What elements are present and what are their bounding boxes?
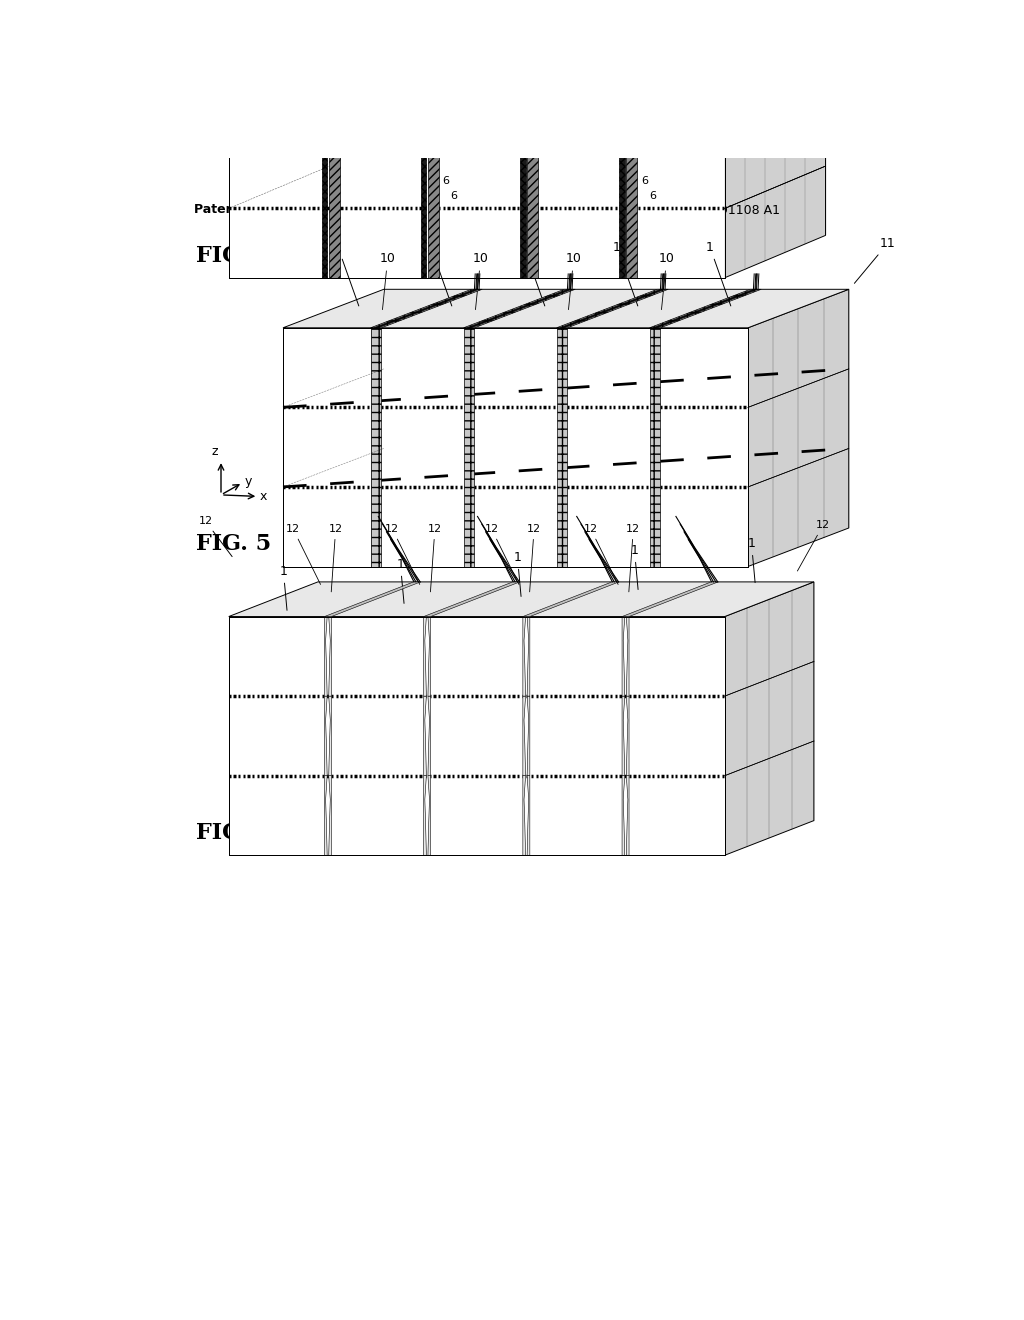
Polygon shape: [371, 327, 381, 566]
Polygon shape: [622, 776, 625, 855]
Text: y: y: [245, 475, 252, 488]
Polygon shape: [329, 616, 332, 696]
Text: 12: 12: [584, 524, 618, 585]
Text: z: z: [211, 445, 218, 458]
Polygon shape: [627, 776, 629, 855]
Polygon shape: [557, 327, 567, 566]
Polygon shape: [520, 28, 627, 70]
Polygon shape: [329, 70, 340, 277]
Text: 1: 1: [748, 537, 756, 582]
Polygon shape: [464, 289, 575, 327]
Text: US 2010/0191108 A1: US 2010/0191108 A1: [647, 203, 780, 216]
Text: 10: 10: [473, 252, 488, 310]
Polygon shape: [627, 616, 629, 696]
Polygon shape: [325, 616, 328, 696]
Text: Patent Application Publication: Patent Application Publication: [194, 203, 407, 216]
Polygon shape: [622, 616, 625, 696]
Text: Jul. 29, 2010  Sheet 2 of 6: Jul. 29, 2010 Sheet 2 of 6: [411, 203, 573, 216]
Text: 11: 11: [854, 238, 896, 284]
Polygon shape: [627, 696, 629, 776]
Text: 12: 12: [199, 516, 232, 557]
Polygon shape: [424, 776, 426, 855]
Polygon shape: [527, 696, 529, 776]
Polygon shape: [620, 70, 625, 277]
Polygon shape: [464, 327, 474, 566]
Polygon shape: [527, 70, 538, 277]
Polygon shape: [228, 70, 725, 277]
Polygon shape: [228, 28, 825, 70]
Polygon shape: [283, 327, 748, 566]
Polygon shape: [424, 582, 520, 616]
Text: 12: 12: [329, 524, 343, 591]
Text: 10: 10: [658, 252, 675, 310]
Text: 12: 12: [286, 524, 321, 585]
Polygon shape: [523, 616, 525, 696]
Polygon shape: [329, 28, 440, 70]
Text: 1: 1: [280, 565, 288, 610]
Polygon shape: [228, 582, 814, 616]
Text: FIG. 6: FIG. 6: [197, 822, 271, 845]
Text: 12: 12: [527, 524, 541, 591]
Polygon shape: [557, 289, 669, 327]
Polygon shape: [649, 289, 761, 327]
Text: 12: 12: [798, 520, 830, 572]
Polygon shape: [649, 327, 660, 566]
Polygon shape: [627, 28, 738, 70]
Polygon shape: [428, 776, 431, 855]
Polygon shape: [421, 28, 527, 70]
Text: 6: 6: [451, 191, 458, 201]
Text: 6: 6: [442, 176, 450, 186]
Polygon shape: [428, 616, 431, 696]
Text: 12: 12: [484, 524, 519, 585]
Text: FIG. 5: FIG. 5: [197, 533, 271, 556]
Polygon shape: [748, 289, 849, 566]
Text: 12: 12: [385, 524, 420, 585]
Polygon shape: [322, 28, 428, 70]
Text: x: x: [260, 490, 267, 503]
Text: 1: 1: [513, 550, 521, 597]
Polygon shape: [329, 776, 332, 855]
Polygon shape: [325, 776, 328, 855]
Polygon shape: [322, 70, 328, 277]
Polygon shape: [527, 776, 529, 855]
Polygon shape: [371, 289, 482, 327]
Polygon shape: [428, 70, 438, 277]
Polygon shape: [283, 289, 849, 327]
Polygon shape: [527, 616, 529, 696]
Polygon shape: [424, 616, 426, 696]
Polygon shape: [527, 28, 639, 70]
Polygon shape: [424, 696, 426, 776]
Text: 12: 12: [428, 524, 442, 591]
Text: 1: 1: [613, 240, 638, 306]
Polygon shape: [428, 28, 540, 70]
Text: 10: 10: [565, 252, 582, 310]
Polygon shape: [523, 582, 618, 616]
Polygon shape: [627, 70, 637, 277]
Text: 1: 1: [520, 240, 545, 306]
Text: FIG. 4: FIG. 4: [197, 244, 271, 267]
Polygon shape: [228, 616, 725, 855]
Polygon shape: [622, 582, 718, 616]
Polygon shape: [523, 776, 525, 855]
Polygon shape: [325, 696, 328, 776]
Text: 1: 1: [396, 557, 404, 603]
Text: 12: 12: [627, 524, 640, 591]
Polygon shape: [520, 70, 525, 277]
Text: 1: 1: [631, 544, 638, 590]
Polygon shape: [421, 70, 426, 277]
Polygon shape: [325, 582, 421, 616]
Text: 10: 10: [380, 252, 395, 310]
Polygon shape: [622, 696, 625, 776]
Text: 1: 1: [334, 240, 358, 306]
Polygon shape: [523, 696, 525, 776]
Text: 1: 1: [707, 240, 731, 306]
Text: 1: 1: [427, 240, 452, 306]
Polygon shape: [329, 696, 332, 776]
Polygon shape: [428, 696, 431, 776]
Polygon shape: [620, 28, 726, 70]
Polygon shape: [725, 582, 814, 855]
Text: 6: 6: [641, 176, 648, 186]
Text: 6: 6: [649, 191, 655, 201]
Polygon shape: [725, 28, 825, 277]
